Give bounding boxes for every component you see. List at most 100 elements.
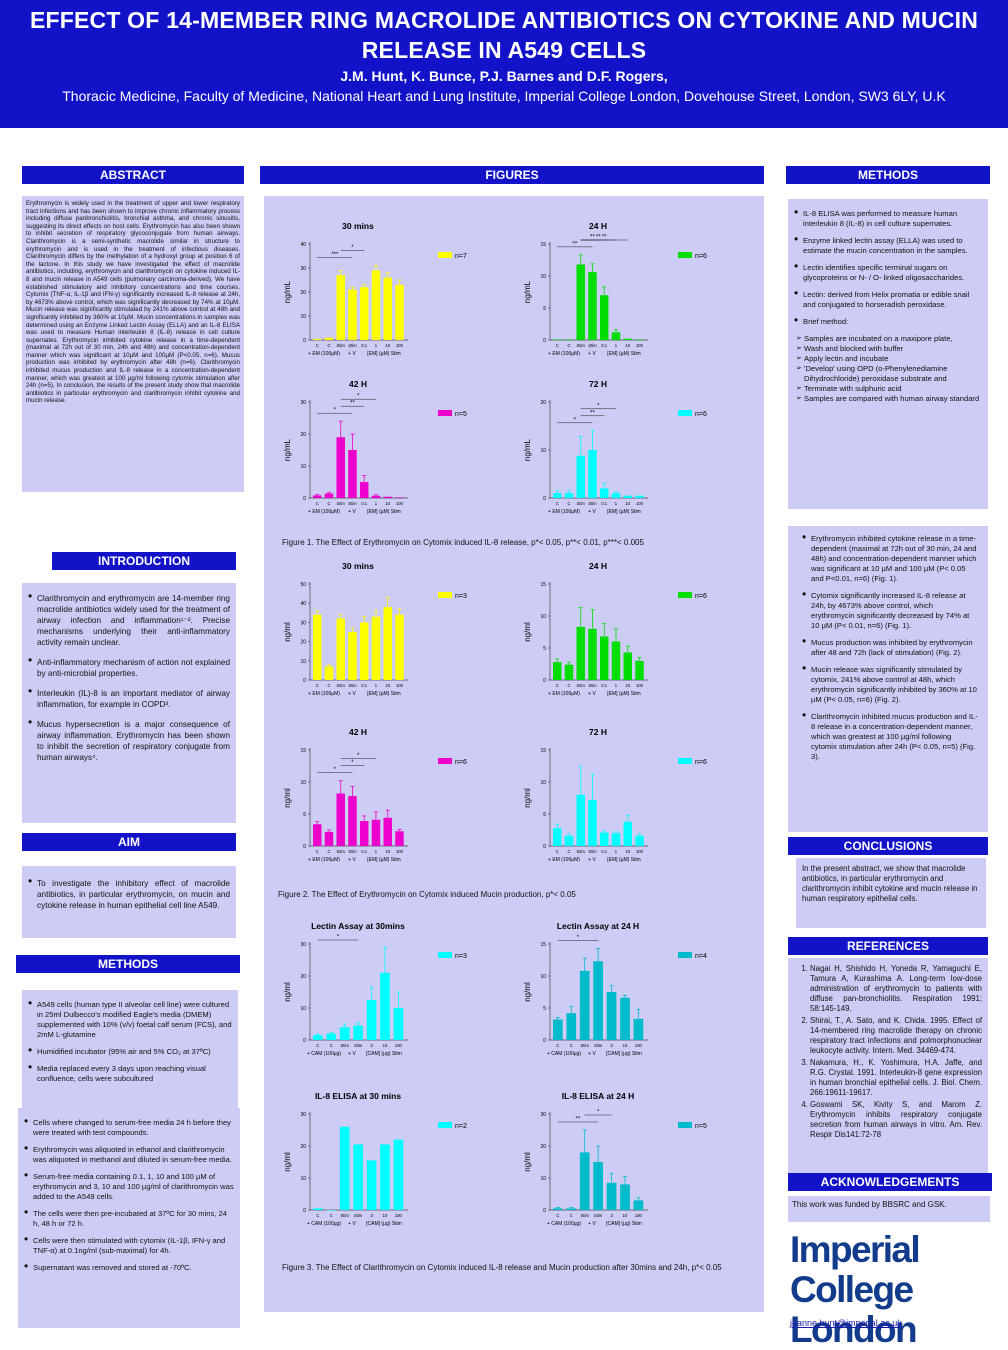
x-tick-label: 3 (370, 1043, 373, 1048)
legend-label: n=6 (695, 253, 707, 260)
x-tick-label: C (556, 1213, 559, 1218)
significance-label: * (337, 935, 340, 941)
legend-swatch (438, 952, 452, 958)
x-group-label: + CAM (100µg) (307, 1221, 341, 1227)
bar (633, 1018, 644, 1040)
y-tick-label: 10 (300, 1006, 306, 1012)
legend-swatch (678, 592, 692, 598)
bar (313, 1035, 323, 1040)
x-tick-label: 100 (635, 1043, 643, 1048)
x-tick-label: 0.1 (361, 343, 367, 348)
x-tick-label: Stim (594, 1213, 603, 1218)
bar (371, 270, 381, 340)
methods-right-box: IL-8 ELISA was performed to measure huma… (788, 199, 988, 509)
x-group-label: + V (588, 509, 596, 515)
bar (588, 799, 597, 846)
bar (600, 832, 609, 846)
y-tick-label: 20 (300, 290, 306, 296)
x-group-label: + EM (100µM) (548, 509, 580, 515)
bar (611, 493, 621, 498)
x-tick-label: Stim (577, 683, 586, 688)
bar (326, 1033, 337, 1040)
x-group-label: + V (348, 351, 356, 357)
x-tick-label: 10 (623, 1213, 628, 1218)
bar (383, 277, 392, 340)
figure-3-caption: Figure 3. The Effect of Clarithromycin o… (282, 1263, 722, 1272)
y-tick-label: 40 (300, 242, 306, 248)
bar (623, 338, 632, 340)
bar (383, 607, 392, 680)
y-axis-label: ng/ml (283, 982, 292, 1002)
x-tick-label: Stim (581, 1043, 590, 1048)
bar (395, 831, 404, 846)
bar (623, 495, 632, 498)
acknowledgements-text: This work was funded by BBSRC and GSK. (788, 1196, 990, 1222)
bar (620, 997, 630, 1040)
method-bullet: Media replaced every 3 days upon reachin… (28, 1062, 232, 1084)
x-group-label: + V (348, 857, 356, 863)
chart-5: 30 mins ng/ml 0 10 20 30 40 50 C C Stim Stim 0.1 1 10 1… (283, 561, 467, 697)
method-step: Terminate with sulphuric acid (796, 384, 980, 394)
legend-label: n=3 (455, 593, 467, 600)
legend-label: n=6 (455, 759, 467, 766)
y-tick-label: 0 (303, 1208, 306, 1214)
x-tick-label: Stim (337, 343, 346, 348)
bar (313, 495, 322, 498)
y-tick-label: 20 (540, 400, 546, 406)
bar (623, 652, 632, 680)
y-tick-label: 0 (543, 844, 546, 850)
x-group-label: [EM] (µM) Stim (607, 857, 640, 863)
significance-label: *** (331, 252, 339, 258)
methods-left-box-a: A549 cells (human type II alveolar cell … (22, 990, 238, 1108)
x-tick-label: 3 (610, 1043, 613, 1048)
bar (360, 622, 369, 680)
x-tick-label: C (316, 501, 319, 506)
bar (313, 824, 322, 846)
y-tick-label: 0 (303, 1038, 306, 1044)
x-tick-label: C (327, 849, 330, 854)
bar (553, 662, 562, 680)
bar (360, 482, 369, 498)
aim-heading: AIM (22, 833, 236, 851)
contact-email[interactable]: joanne.hunt@imperial.ac.uk (790, 1318, 902, 1328)
x-tick-label: C (567, 683, 570, 688)
x-tick-label: 100 (636, 849, 644, 854)
method-bullet: Cells where changed to serum-free media … (24, 1116, 234, 1138)
method-bullet: A549 cells (human type II alveolar cell … (28, 998, 232, 1040)
x-tick-label: C (567, 849, 570, 854)
figure-1-caption: Figure 1. The Effect of Erythromycin on … (282, 538, 644, 547)
bar (383, 496, 392, 498)
y-tick-label: 30 (300, 942, 306, 948)
x-tick-label: 100 (636, 343, 644, 348)
x-tick-label: C (567, 501, 570, 506)
x-tick-label: C (327, 501, 330, 506)
significance-label: * (597, 403, 600, 409)
reference-item: Goswami SK, Kivity S, and Marom Z. Eryth… (810, 1100, 982, 1140)
y-tick-label: 10 (540, 780, 546, 786)
chart-title: 72 H (589, 379, 607, 389)
y-tick-label: 0 (543, 496, 546, 502)
bar (324, 831, 334, 846)
bar (326, 1210, 337, 1211)
legend-label: n=6 (695, 593, 707, 600)
bar (324, 337, 334, 340)
y-axis-label: ng/ml (283, 1152, 292, 1172)
bar (579, 970, 590, 1040)
x-tick-label: C (330, 1213, 333, 1218)
x-tick-label: 100 (635, 1213, 643, 1218)
method-steps: Samples are incubated on a maxipore plat… (788, 334, 988, 404)
result-bullet: Mucus production was inhibited by erythr… (802, 636, 978, 658)
logo-line-2: London (790, 1309, 918, 1350)
y-tick-label: 30 (300, 400, 306, 406)
bar (635, 660, 644, 680)
x-tick-label: 100 (396, 501, 404, 506)
x-tick-label: C (316, 849, 319, 854)
x-group-label: + V (588, 691, 596, 697)
aim-box: To investigate the inhibitory effect of … (22, 866, 236, 938)
x-group-label: [EM] (µM) Stim (367, 691, 400, 697)
bar (606, 1182, 617, 1210)
legend-swatch (438, 410, 452, 416)
method-bullet: IL-8 ELISA was performed to measure huma… (794, 207, 982, 229)
introduction-box: Clarithromycin and erythromycin are 14-m… (22, 583, 236, 823)
